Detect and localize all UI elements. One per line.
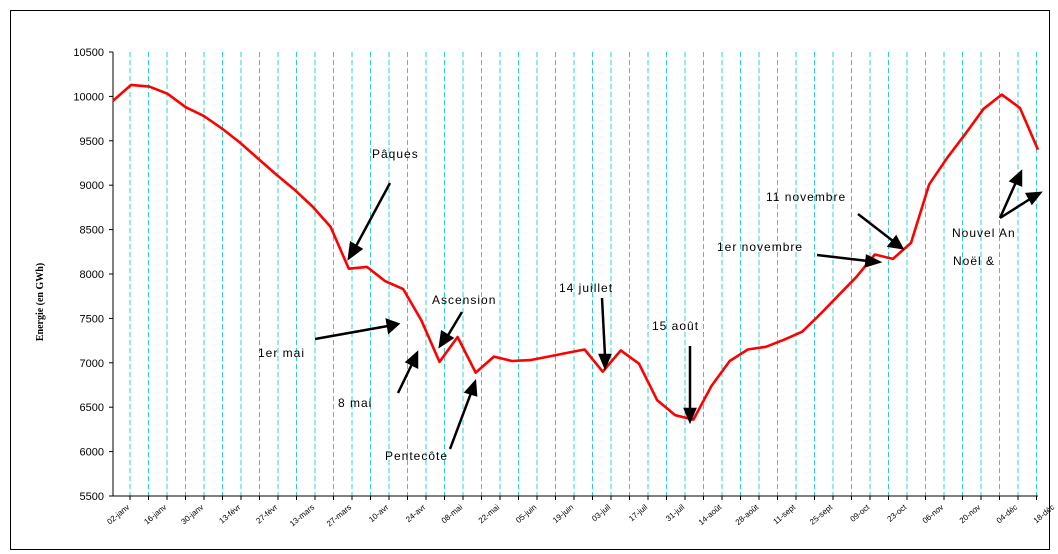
x-tick-label: 22-mai: [477, 502, 502, 525]
x-tick-label: 10-avr: [367, 502, 390, 524]
series-line: [112, 83, 1040, 421]
y-tick-label: 7500: [80, 313, 104, 325]
x-tick-label: 05-juin: [514, 503, 538, 525]
x-tick-label: 11-sept: [772, 502, 798, 526]
arrow-paques: [347, 182, 392, 261]
x-tick-label: 31-juil: [664, 502, 686, 523]
x-axis: 02-janv 16-janv 30-janv 13-févr 27-févr 13-ma…: [105, 495, 1057, 529]
y-tick-label: 5500: [80, 491, 104, 503]
x-tick-label: 24-avr: [404, 502, 427, 524]
x-tick-label: 30-janv: [179, 503, 205, 527]
arrow-pentecote: [448, 378, 478, 450]
annotation-14-juillet: 14 juillet: [559, 281, 613, 295]
annotation-1er-mai: 1er mai: [258, 346, 305, 360]
annotation-noel: Noël &: [953, 254, 995, 268]
arrow-noel: [999, 191, 1043, 220]
annotation-11-novembre: 11 novembre: [766, 190, 846, 204]
x-tick-label: 08-mai: [440, 502, 465, 525]
arrow-8-mai: [396, 350, 419, 394]
vertical-gridlines: [129, 52, 1037, 496]
y-tick-label: 7000: [80, 358, 104, 370]
x-tick-label: 04-déc: [995, 503, 1020, 526]
x-tick-label: 13-mars: [288, 503, 316, 529]
x-tick-label: 27-mars: [325, 503, 353, 529]
annotation-ascension: Ascension: [432, 293, 496, 307]
y-axis: 5500 6000 6500 7000 7500 8000 8500 9000 9500 1000…: [73, 47, 114, 503]
annotation-arrows: [314, 169, 1043, 450]
arrow-11-novembre: [857, 213, 905, 250]
x-tick-label: 14-août: [697, 502, 724, 527]
annotations: Pâques Ascension 1er mai 8 mai Pentecôte…: [258, 147, 1016, 463]
y-tick-label: 6500: [80, 402, 104, 414]
x-tick-label: 03-juil: [590, 502, 612, 523]
x-tick-label: 06-nov: [921, 503, 946, 526]
annotation-pentecote: Pentecôte: [385, 449, 448, 463]
x-tick-label: 17-juil: [627, 502, 649, 523]
y-tick-label: 9500: [80, 136, 104, 148]
x-tick-label: 27-févr: [254, 502, 279, 525]
x-tick-label: 02-janv: [105, 503, 131, 527]
x-tick-label: 13-févr: [217, 502, 242, 525]
arrow-1er-mai: [314, 318, 401, 341]
x-tick-label: 18-déc: [1032, 503, 1057, 526]
y-tick-label: 9000: [80, 180, 104, 192]
annotation-8-mai: 8 mai: [338, 396, 372, 410]
x-tick-label: 23-oct: [885, 502, 908, 524]
y-axis-label: Energie (en GWh): [35, 263, 46, 341]
x-tick-label: 20-nov: [958, 503, 983, 526]
y-tick-label: 8000: [80, 269, 104, 281]
annotation-paques: Pâques: [372, 147, 419, 161]
annotation-15-aout: 15 août: [652, 319, 699, 333]
y-tick-label: 6000: [80, 447, 104, 459]
series-layer: [112, 83, 1040, 421]
arrow-ascension: [438, 311, 464, 349]
x-tick-label: 09-oct: [848, 502, 871, 524]
x-tick-label: 28-août: [734, 502, 761, 527]
x-tick-label: 16-janv: [142, 503, 168, 527]
arrow-14-juillet: [598, 297, 612, 371]
arrow-1er-novembre: [816, 253, 883, 268]
annotation-1er-novembre: 1er novembre: [717, 240, 803, 254]
annotation-nouvel-an: Nouvel An: [952, 226, 1016, 240]
x-tick-label: 25-sept: [808, 502, 835, 527]
arrow-nouvel-an: [998, 169, 1023, 219]
y-tick-label: 10500: [73, 47, 104, 59]
y-tick-label: 10000: [73, 91, 104, 103]
y-tick-label: 8500: [80, 225, 104, 237]
arrow-15-aout: [683, 346, 697, 425]
chart-frame: [10, 10, 1050, 550]
x-tick-label: 19-juin: [551, 503, 575, 525]
